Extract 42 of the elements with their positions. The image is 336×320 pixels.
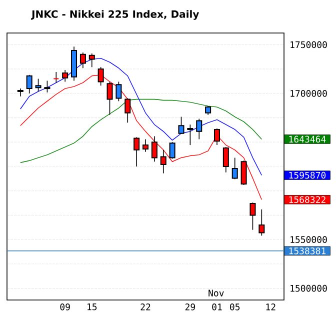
text: 1643464 <box>289 136 326 143</box>
y-tick-label: 1700000 <box>290 90 327 97</box>
x-tick-label: 05 <box>230 304 240 310</box>
x-tick-label: 15 <box>88 304 97 310</box>
candlestick <box>134 136 140 167</box>
candlestick <box>62 70 68 82</box>
candlestick <box>240 160 247 186</box>
x-tick-label: 22 <box>140 304 150 310</box>
candlestick <box>88 53 95 68</box>
candlestick <box>214 128 220 146</box>
candlestick <box>124 98 131 124</box>
candlestick <box>232 157 238 180</box>
candlestick <box>151 136 158 162</box>
chart-title: JNKC - Nikkei 225 Index, Daily <box>30 10 200 20</box>
candlestick <box>178 116 184 134</box>
annotation: Nov <box>208 290 224 296</box>
candlestick <box>106 81 113 116</box>
candlestick <box>17 88 24 97</box>
candlestick <box>142 138 149 152</box>
candlestick <box>196 118 202 140</box>
x-tick-label: 01 <box>212 304 222 310</box>
candlestick <box>169 142 176 160</box>
y-tick-label: 1550000 <box>290 236 327 243</box>
y-tick-label: 1500000 <box>290 284 327 292</box>
candlestick <box>160 150 166 174</box>
y-tick-label: 1750000 <box>290 41 327 48</box>
text: 1568322 <box>289 196 326 204</box>
ref-line-label: 1538381 <box>289 248 326 254</box>
text: 1595870 <box>289 172 326 179</box>
candlestick <box>44 80 50 93</box>
candlestick <box>116 81 122 102</box>
candlestick <box>187 124 194 146</box>
candlestick <box>26 74 32 94</box>
candlestick <box>258 208 265 236</box>
candlestick <box>53 72 60 84</box>
candlestick <box>35 78 42 92</box>
candlestick <box>80 52 86 68</box>
candlestick <box>250 202 256 230</box>
x-tick-label: 09 <box>60 304 70 310</box>
candlestick <box>222 146 229 173</box>
x-tick-label: 29 <box>185 304 195 310</box>
x-tick-label: 12 <box>266 304 276 310</box>
